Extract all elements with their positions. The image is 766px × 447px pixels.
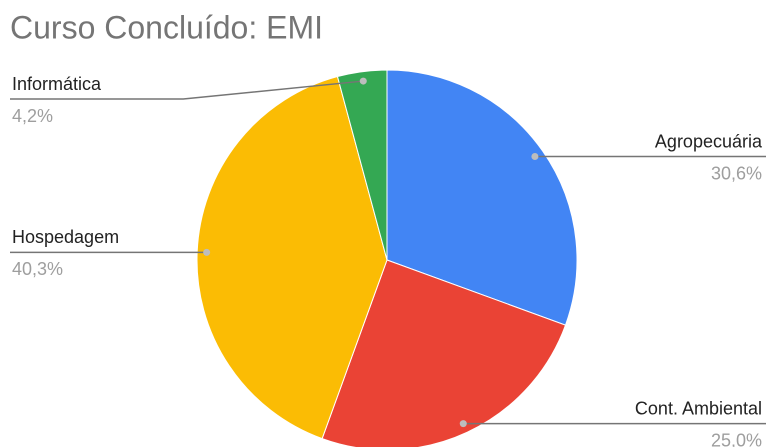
slice-label: Hospedagem <box>12 227 119 247</box>
leader-dot <box>359 77 367 85</box>
slice-label: Informática <box>12 74 102 94</box>
slice-value-label: 25,0% <box>711 430 762 447</box>
leader-dot <box>531 153 539 161</box>
pie-slice <box>321 259 567 447</box>
slice-label: Agropecuária <box>655 131 763 151</box>
pie-slice <box>336 69 388 261</box>
slice-label: Cont. Ambiental <box>635 398 762 418</box>
leader-line <box>10 80 364 100</box>
slice-value-label: 30,6% <box>711 163 762 183</box>
leader-dot <box>203 248 211 256</box>
leader-dot <box>459 420 467 428</box>
slice-value-label: 40,3% <box>12 259 63 279</box>
chart-title: Curso Concluído: EMI <box>10 9 323 45</box>
slice-value-label: 4,2% <box>12 106 53 126</box>
pie-slice <box>386 69 578 326</box>
